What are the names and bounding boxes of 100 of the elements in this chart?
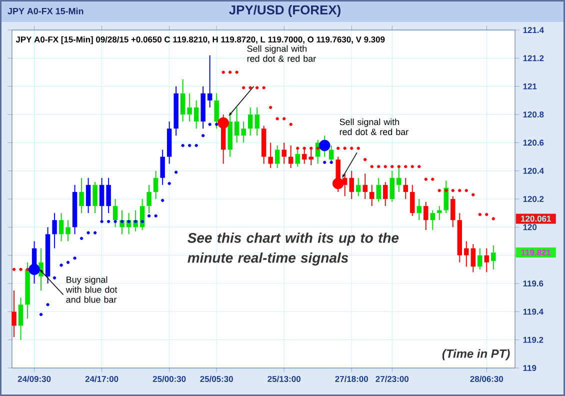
point xyxy=(86,231,90,234)
x-tick-label: 27/18:00 xyxy=(335,376,368,382)
y-tick-label: 119.2 xyxy=(523,336,544,343)
candlestick xyxy=(146,184,152,214)
candlestick xyxy=(187,92,192,122)
point xyxy=(60,264,63,267)
y-tick-label: 120.8 xyxy=(523,112,544,118)
point xyxy=(114,220,117,224)
text: 119.821 xyxy=(521,250,551,256)
candlestick xyxy=(478,248,482,270)
candlestick xyxy=(241,121,246,144)
point xyxy=(485,212,488,216)
x-tick-label: 25/00:30 xyxy=(152,376,186,382)
point xyxy=(208,122,212,126)
point xyxy=(140,220,144,224)
candlestick xyxy=(12,290,16,338)
candlestick xyxy=(140,198,145,230)
x-tick-label: 27/23:00 xyxy=(376,376,408,382)
point xyxy=(46,303,50,306)
point xyxy=(80,236,84,240)
point xyxy=(19,268,22,272)
y-tick-label: 120 xyxy=(523,224,537,230)
candlestick xyxy=(424,201,428,230)
point xyxy=(282,117,286,120)
point xyxy=(451,188,454,192)
x-tick-label: 24/17:00 xyxy=(85,376,118,382)
candlestick xyxy=(370,184,374,207)
point xyxy=(127,220,130,224)
candlestick xyxy=(484,248,490,273)
candlestick xyxy=(437,206,442,221)
point xyxy=(235,70,238,74)
candlestick xyxy=(403,177,408,200)
point xyxy=(364,158,367,162)
point xyxy=(154,214,158,218)
point xyxy=(39,312,43,316)
point xyxy=(52,276,56,280)
point xyxy=(181,144,184,148)
point xyxy=(228,70,232,74)
candlestick xyxy=(356,177,361,197)
x-tick-label: 25/05:30 xyxy=(200,376,233,382)
candlestick xyxy=(214,92,219,130)
point xyxy=(302,146,306,150)
point xyxy=(343,146,346,150)
candlestick xyxy=(194,100,199,130)
candlestick xyxy=(112,198,118,228)
point xyxy=(377,165,380,168)
text: JPY A0-FX 15-Min xyxy=(8,8,84,14)
point xyxy=(410,165,414,168)
candlestick xyxy=(450,196,456,228)
candlestick xyxy=(444,180,449,214)
point xyxy=(370,165,374,168)
point xyxy=(472,193,475,196)
point xyxy=(160,198,164,202)
annotation: (Time in PT) xyxy=(442,349,510,360)
candlestick xyxy=(234,106,240,144)
candlestick xyxy=(464,240,469,268)
y-tick-label: 119 xyxy=(523,365,536,371)
point xyxy=(390,165,394,168)
point xyxy=(397,165,400,168)
candlestick xyxy=(79,177,84,214)
point xyxy=(100,220,104,224)
annotation: See this chart with its up to the minute real-time signals xyxy=(188,232,399,266)
candlestick xyxy=(160,149,165,186)
y-tick-label: 121.2 xyxy=(523,55,544,62)
point xyxy=(93,231,97,234)
point xyxy=(330,160,333,164)
point xyxy=(296,146,300,150)
point xyxy=(316,146,320,150)
chart-title: JPY/USD (FOREX) xyxy=(229,4,340,18)
candlestick xyxy=(248,106,253,136)
candlestick xyxy=(254,106,260,136)
point xyxy=(418,165,421,168)
y-tick-label: 119.6 xyxy=(523,280,544,286)
candlestick xyxy=(274,144,280,169)
point xyxy=(431,178,434,181)
point xyxy=(248,86,252,90)
candlestick xyxy=(92,182,98,214)
point xyxy=(242,86,246,90)
candlestick xyxy=(86,177,91,214)
point xyxy=(147,214,151,218)
y-tick-label: 121 xyxy=(523,83,537,90)
point xyxy=(323,160,326,164)
point xyxy=(256,86,259,90)
candlestick xyxy=(410,184,415,216)
annotation: Sell signal with red dot & red bar xyxy=(247,45,316,62)
candlestick xyxy=(52,212,57,249)
candlestick xyxy=(470,244,476,273)
point xyxy=(73,256,76,260)
candlestick xyxy=(18,297,24,340)
point xyxy=(66,260,70,264)
candlestick xyxy=(66,220,70,242)
candlestick xyxy=(349,170,354,200)
point xyxy=(201,134,205,138)
point xyxy=(444,188,448,192)
point xyxy=(222,70,225,74)
y-tick-label: 121.4 xyxy=(523,27,544,33)
point xyxy=(350,146,354,150)
y-tick-label: 120.4 xyxy=(523,168,544,174)
point xyxy=(194,144,198,148)
x-tick-label: 25/13:00 xyxy=(268,376,300,382)
